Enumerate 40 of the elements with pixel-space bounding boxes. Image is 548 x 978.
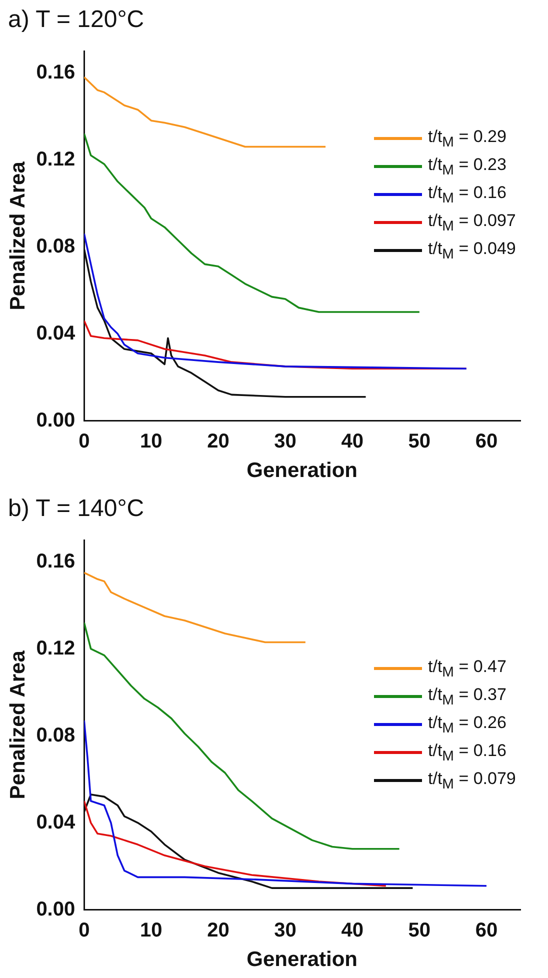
x-tick-label: 50 — [408, 430, 431, 452]
x-tick-label: 0 — [78, 430, 90, 452]
y-tick-label: 0.08 — [36, 724, 76, 746]
legend-label: t/t$_{M}$ = 0.049 — [428, 239, 516, 263]
y-tick-label: 0.16 — [36, 550, 76, 572]
x-tick-label: 10 — [140, 430, 162, 452]
legend-label: t/t$_{M}$ = 0.16 — [428, 183, 506, 207]
x-tick-label: 50 — [408, 919, 431, 942]
legend-label: t/t$_{M}$ = 0.079 — [428, 769, 516, 793]
y-tick-label: 0.04 — [36, 322, 76, 344]
legend-label: t/t$_{M}$ = 0.26 — [428, 713, 506, 737]
legend-label: t/t$_{M}$ = 0.29 — [428, 127, 506, 151]
y-axis-title: Penalized Area — [6, 161, 30, 310]
x-tick-label: 60 — [475, 919, 498, 942]
y-tick-label: 0.00 — [36, 409, 76, 432]
x-tick-label: 40 — [341, 430, 364, 452]
x-tick-label: 30 — [274, 919, 296, 942]
x-tick-label: 40 — [341, 919, 364, 942]
legend-label: t/t$_{M}$ = 0.37 — [428, 685, 506, 709]
y-tick-label: 0.00 — [36, 898, 76, 920]
y-tick-label: 0.08 — [36, 235, 76, 258]
y-tick-label: 0.12 — [36, 148, 76, 170]
y-tick-label: 0.16 — [36, 61, 76, 84]
x-tick-label: 20 — [207, 919, 230, 942]
y-axis-title: Penalized Area — [6, 650, 30, 800]
chart-title: a) T = 120°C — [8, 6, 144, 34]
chart-title: b) T = 140°C — [8, 495, 144, 523]
y-tick-label: 0.12 — [36, 637, 76, 660]
legend-label: t/t$_{M}$ = 0.23 — [428, 155, 506, 179]
x-tick-label: 10 — [140, 919, 162, 942]
x-tick-label: 30 — [274, 430, 296, 452]
legend-label: t/t$_{M}$ = 0.47 — [428, 657, 506, 681]
x-axis-title: Generation — [246, 948, 358, 972]
legend-label: t/t$_{M}$ = 0.097 — [428, 211, 516, 235]
x-tick-label: 20 — [207, 430, 230, 452]
x-axis-title: Generation — [246, 459, 358, 482]
x-tick-label: 0 — [78, 919, 90, 942]
y-tick-label: 0.04 — [36, 811, 76, 834]
legend-label: t/t$_{M}$ = 0.16 — [428, 741, 506, 765]
x-tick-label: 60 — [475, 430, 498, 452]
